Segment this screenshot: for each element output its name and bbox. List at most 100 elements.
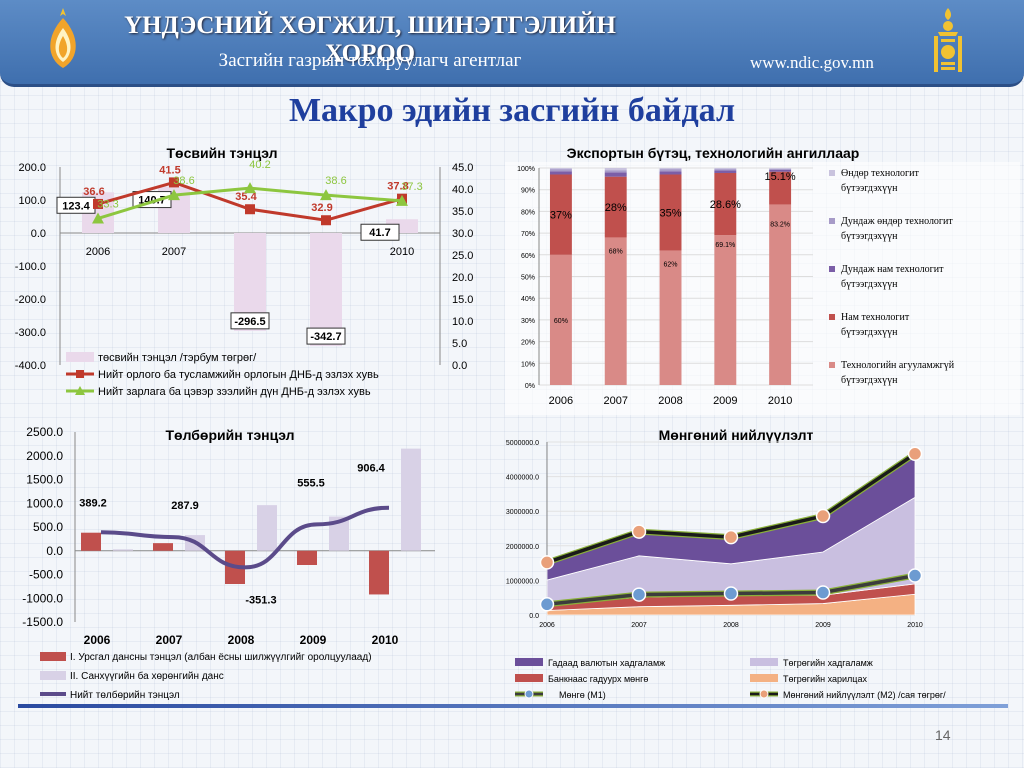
x-tick-label: 2007	[162, 246, 186, 258]
x-tick-label: 2009	[713, 395, 737, 407]
x-tick-label: 2006	[86, 246, 110, 258]
right-tick-label: 40.0	[452, 184, 473, 196]
legend-swatch	[40, 671, 66, 680]
x-tick-label: 2007	[603, 395, 627, 407]
website-url[interactable]: www.ndic.gov.mn	[750, 53, 874, 72]
export-bar-segment	[604, 170, 627, 173]
y-tick-label: 1000.0	[26, 496, 63, 510]
export-value-label: 83.2%	[770, 221, 790, 228]
legend-label: Төгрөгийн хадгаламж	[783, 658, 873, 668]
y-tick-label: 80%	[521, 209, 535, 216]
capital-account-bar	[401, 448, 421, 551]
legend-marker	[76, 370, 84, 378]
right-tick-label: 30.0	[452, 228, 473, 240]
export-bar-segment	[604, 176, 627, 238]
export-structure-chart: Экспортын бүтэц, технологийн ангиллаар 10…	[505, 140, 1020, 415]
y-tick-label: 70%	[521, 231, 535, 238]
right-tick-label: 10.0	[452, 316, 473, 328]
budget-value-label: -342.7	[310, 331, 341, 343]
y-tick-label: 1500.0	[26, 473, 63, 487]
legend-label: I. Урсгал дансны тэнцэл (албан ёсны шилж…	[70, 651, 372, 663]
budget-balance-svg: Төсвийн тэнцэл 200.0 100.0 0.0 -100.0 -200.0 -…	[15, 145, 474, 398]
legend-label-line2: бүтээгдэхүүн	[841, 327, 898, 338]
expenditure-label: 38.6	[325, 175, 346, 187]
export-bar-segment	[659, 169, 682, 172]
legend-label: II. Санхүүгийн ба хөрөнгийн данс	[70, 670, 224, 682]
total-balance-label: 555.5	[297, 477, 325, 489]
x-tick-label: 2006	[549, 395, 573, 407]
y-tick-label: 2000000.0	[506, 544, 539, 551]
expenditure-marker	[396, 194, 408, 206]
legend-swatch	[750, 674, 778, 682]
chart-title: Төсвийн тэнцэл	[167, 145, 278, 161]
export-structure-svg: Экспортын бүтэц, технологийн ангиллаар 10…	[505, 145, 1020, 415]
total-balance-label: 389.2	[79, 497, 107, 509]
y-tick-label: 4000000.0	[506, 475, 539, 482]
y-tick-label: -1000.0	[22, 591, 63, 605]
legend-swatch	[829, 218, 835, 224]
budget-value-box	[306, 327, 346, 345]
y-tick-label: 3000000.0	[506, 509, 539, 516]
export-bar-segment	[604, 168, 627, 171]
export-bar-segment	[769, 168, 792, 170]
legend-label-line1: Өндөр технологит	[841, 168, 920, 179]
export-bar-segment	[604, 237, 627, 385]
legend-label: Төгрөгийн харилцах	[783, 674, 867, 684]
legend-swatch	[515, 674, 543, 682]
export-bar-segment	[604, 172, 627, 177]
export-value-label: 35%	[660, 207, 682, 219]
legend-label: Нийт зарлага ба цэвэр зээлийн дүн ДНБ-д …	[98, 386, 371, 398]
legend-label: төсвийн тэнцэл /тэрбум төгрөг/	[98, 352, 257, 364]
export-bar-segment	[659, 174, 682, 251]
x-tick-label: 2006	[84, 633, 111, 647]
total-balance-label: 287.9	[171, 500, 199, 512]
total-balance-line	[100, 505, 390, 570]
revenue-label: 41.5	[159, 164, 180, 176]
budget-balance-chart: Төсвийн тэнцэл 200.0 100.0 0.0 -100.0 -200.0 -…	[0, 140, 500, 405]
revenue-marker	[245, 204, 255, 215]
expenditure-label: 37.3	[401, 181, 422, 193]
y-tick-label: 2500.0	[26, 425, 63, 439]
export-bar-segment	[549, 254, 572, 385]
left-tick-label: -100.0	[15, 261, 46, 273]
y-tick-label: -500.0	[29, 568, 63, 582]
balance-of-payments-svg: Төлбөрийн тэнцэл 2500.0 2000.0 1500.0 1000.0…	[22, 425, 435, 701]
x-tick-label: 2008	[658, 395, 682, 407]
money-marker	[631, 524, 647, 539]
y-tick-label: 40%	[521, 296, 535, 303]
legend-label: Мөнгөний нийлүүлэлт (М2) /сая төгрөг/	[783, 690, 946, 700]
org-title: ҮНДЭСНИЙ ХӨГЖИЛ, ШИНЭТГЭЛИЙН ХОРОО	[124, 12, 616, 67]
legend-swatch	[829, 362, 835, 368]
export-value-label: 62%	[664, 261, 678, 268]
y-tick-label: 60%	[521, 253, 535, 260]
legend-label: Нийт төлбөрийн тэнцэл	[70, 689, 180, 701]
money-marker	[723, 529, 739, 545]
export-value-label: 28.6%	[710, 199, 741, 211]
current-account-bar	[369, 550, 389, 595]
expenditure-marker	[92, 212, 104, 224]
export-bar-segment	[714, 170, 737, 173]
left-tick-label: -400.0	[15, 360, 46, 372]
x-tick-label: 2009	[300, 633, 327, 647]
expenditure-label: 38.6	[173, 175, 194, 187]
expenditure-marker	[320, 189, 332, 201]
money-marker	[723, 586, 739, 601]
header-bar: ҮНДЭСНИЙ ХӨГЖИЛ, ШИНЭТГЭЛИЙН ХОРОО Засги…	[0, 0, 1024, 87]
money-supply-chart: Мөнгөний нийлүүлэлт 5000000.0 4000000.0 300…	[490, 420, 1020, 705]
expenditure-label: 40.2	[249, 159, 270, 171]
export-bar-segment	[769, 168, 792, 169]
capital-account-bar	[329, 516, 349, 551]
y-tick-label: 100%	[517, 166, 535, 173]
y-tick-label: 90%	[521, 188, 535, 195]
x-tick-label: 2007	[156, 633, 183, 647]
export-bar-segment	[549, 171, 572, 175]
capital-account-bar	[257, 505, 277, 551]
money-marker	[539, 597, 555, 612]
left-tick-label: 200.0	[18, 162, 46, 174]
legend-label: Банкнаас гадуурх мөнгө	[548, 674, 648, 684]
x-tick-label: 2010	[372, 633, 399, 647]
legend-marker	[75, 386, 85, 395]
export-bar-segment	[769, 169, 792, 172]
legend-label: Нийт орлого ба тусламжийн орлогын ДНБ-д …	[98, 369, 379, 381]
legend-label-line1: Технологийн агууламжгүй	[841, 360, 955, 371]
